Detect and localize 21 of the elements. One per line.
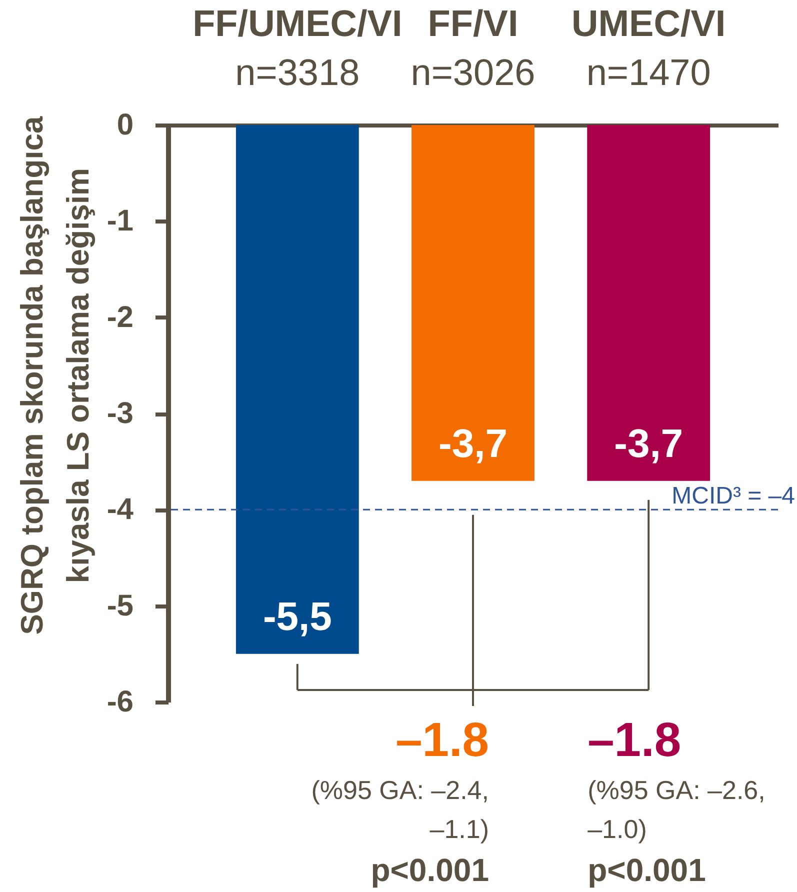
y-tick-label: -4 <box>106 493 134 526</box>
y-tick-label: -2 <box>106 300 134 334</box>
y-axis-title: SGRQ toplam skorunda başlangıca kıyasla LS ortalama değişim <box>14 115 96 635</box>
text: (%95 GA: –2.6, –1.0) <box>588 775 766 844</box>
y-tick-label: -5 <box>106 589 134 622</box>
data-label: -5,5 <box>262 594 332 639</box>
ref-line-label: MCID³ = –4 <box>672 482 795 510</box>
text: p<0.001 <box>588 852 706 888</box>
data-label: -3,7 <box>614 422 684 466</box>
y-tick-label: 0 <box>116 108 134 142</box>
data-label: -3,7 <box>438 422 508 466</box>
category-label: FF/VI n=3026 <box>410 3 536 93</box>
text: –1.8 <box>588 714 682 767</box>
y-tick-label: -1 <box>106 204 134 238</box>
category-label: UMEC/VI n=1470 <box>571 3 726 93</box>
text: p<0.001 <box>370 852 489 888</box>
y-tick-label: -6 <box>106 686 134 718</box>
y-tick-label: -3 <box>106 397 134 430</box>
text: (%95 GA: –2.4, –1.1) <box>311 775 489 844</box>
category-label: FF/UMEC/VI n=3318 <box>192 3 402 93</box>
text: –1.8 <box>396 714 489 767</box>
